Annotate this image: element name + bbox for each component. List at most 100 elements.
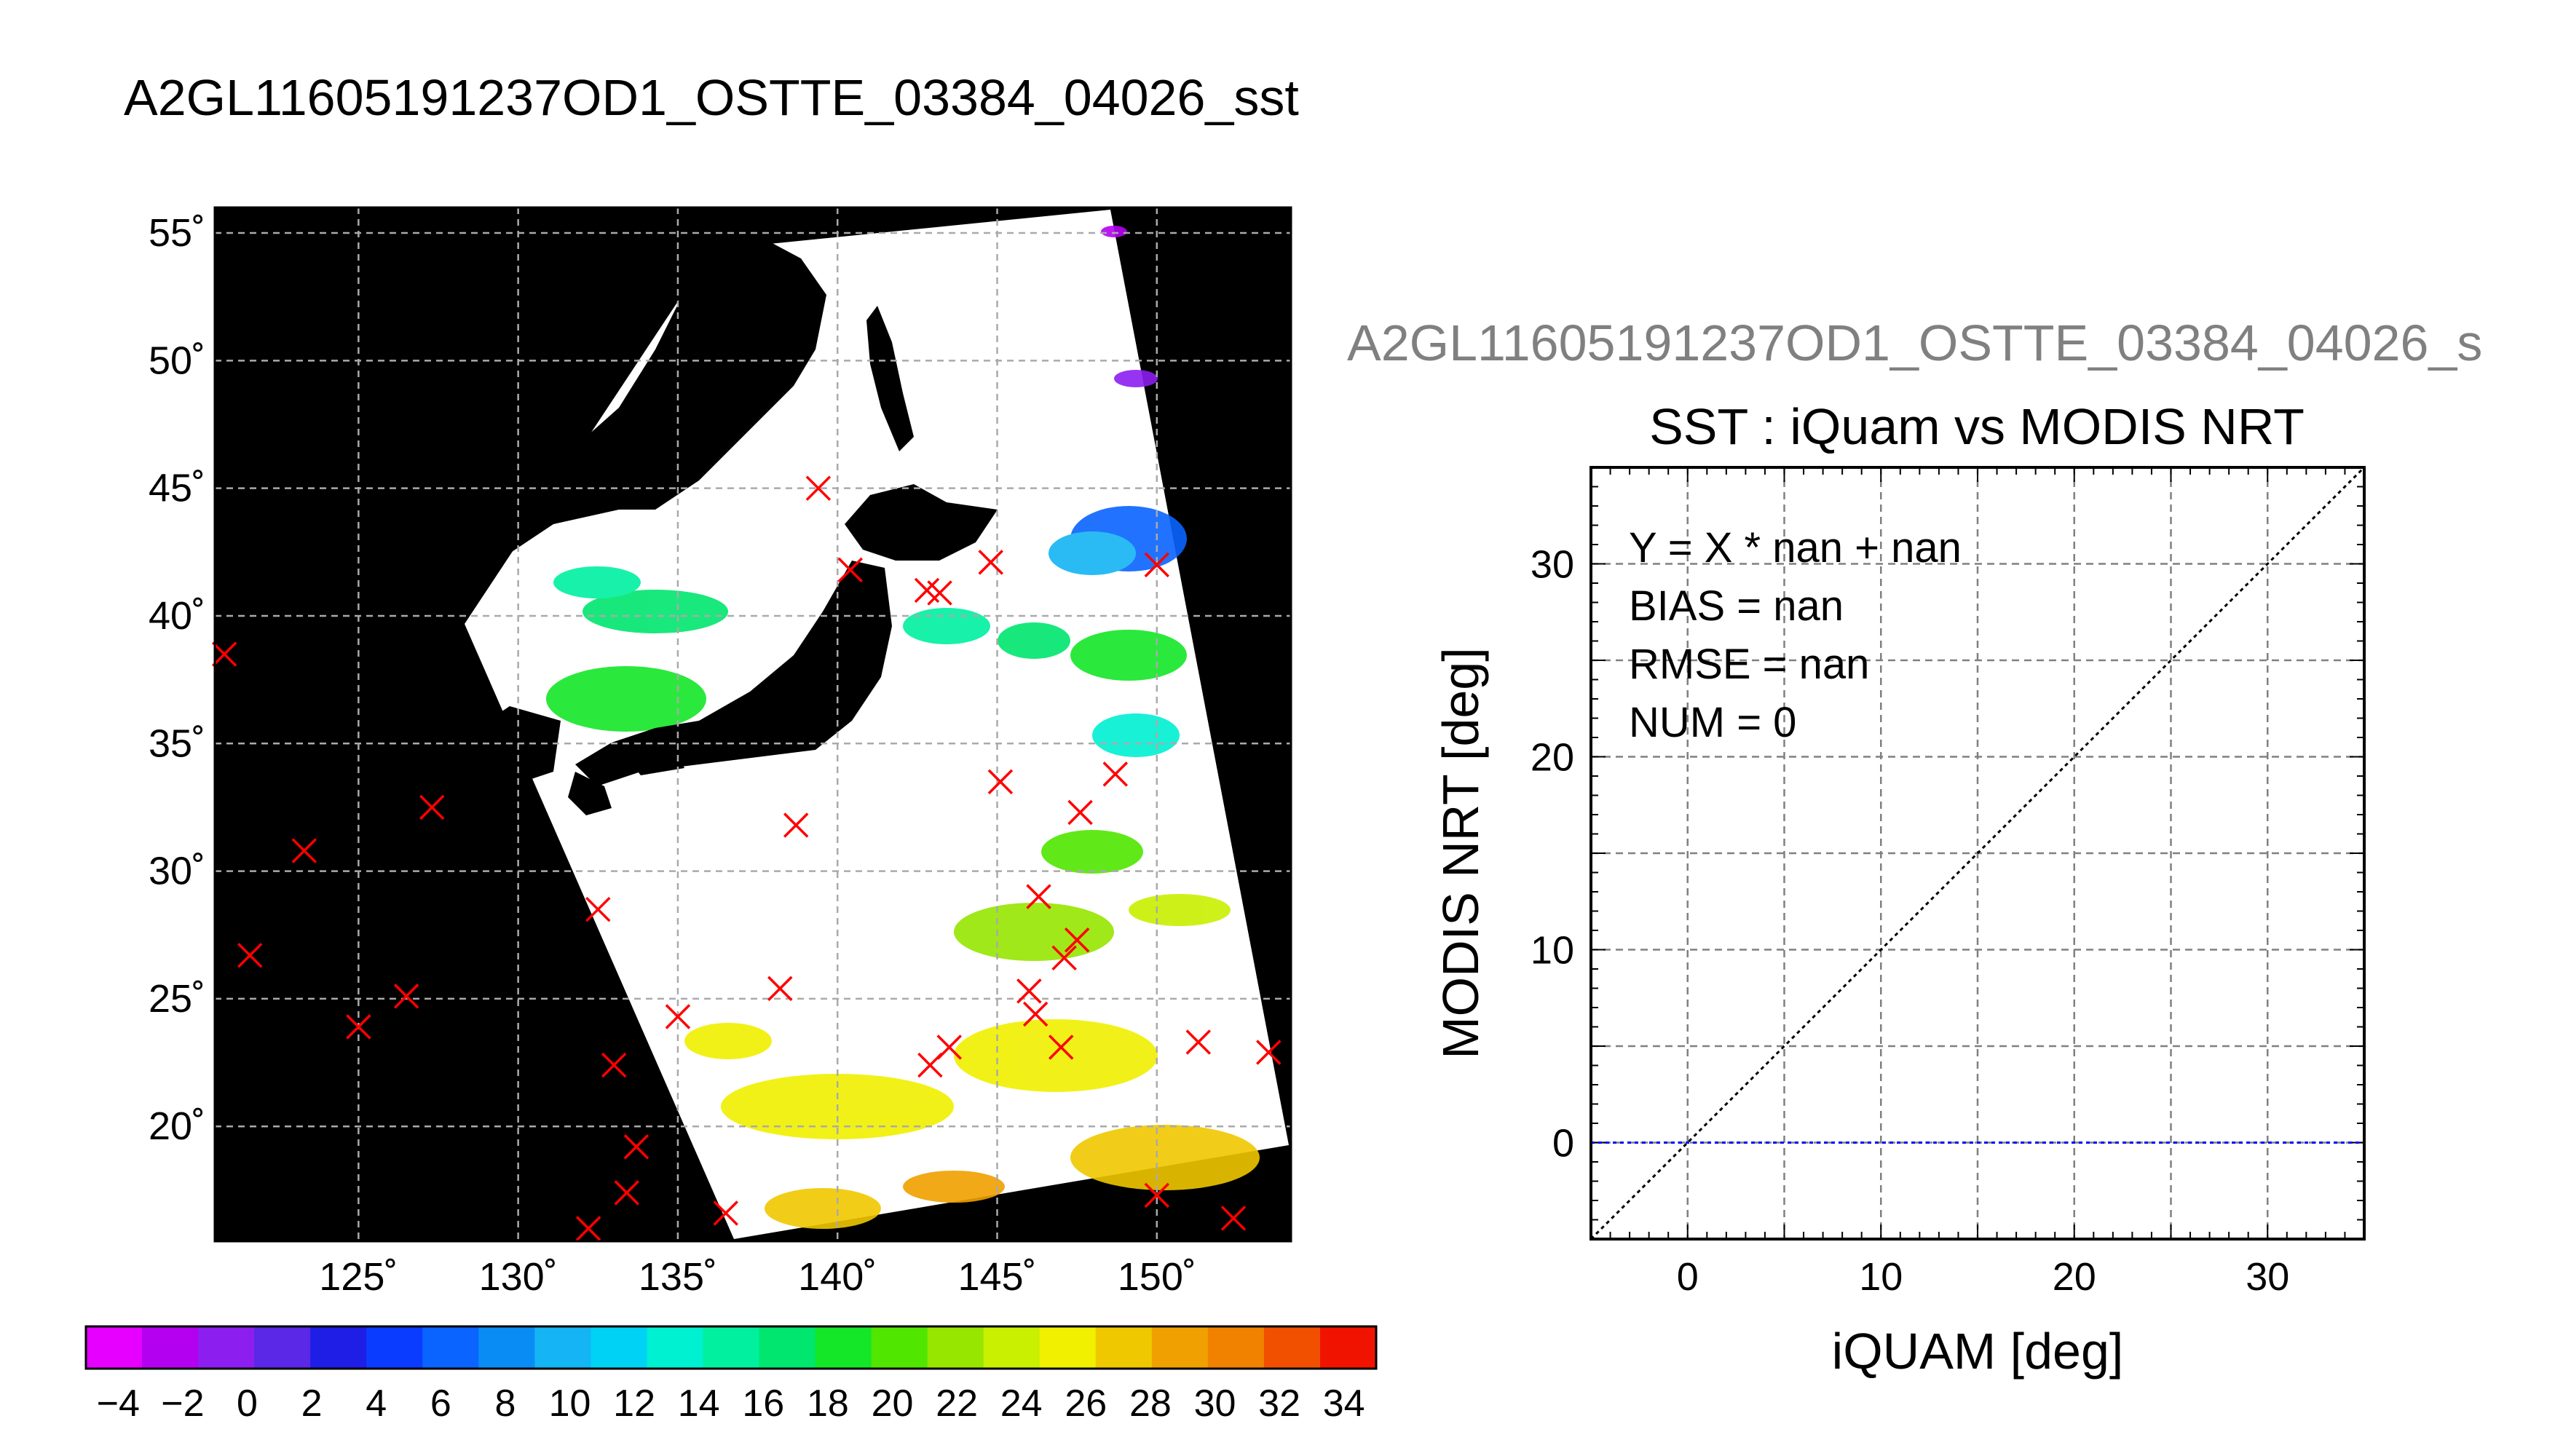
sst-patch [1041,830,1143,874]
sst-field [546,226,1260,1229]
sst-patch [765,1188,881,1229]
map-marker-stroke [1051,945,1077,971]
map-marker [291,838,317,863]
landmass-shikoku [626,753,684,775]
map-marker [1144,552,1170,578]
map-marker [419,794,445,820]
map-y-tick-label: 35˚ [149,721,205,765]
scatter-y-tick-label: 10 [1531,929,1574,973]
colorbar: −4 −2 0 2 4 6 8 10 12 14 16 18 20 22 24 26 28 30 32 34 [84,1325,1378,1425]
landmass-sakhalin [866,306,914,451]
sst-patch [954,1019,1158,1092]
scatter-y-tick-label: 20 [1531,736,1574,780]
map-marker-stroke [805,475,832,501]
sst-patch [1070,1125,1260,1190]
colorbar-cell [534,1326,591,1369]
map-x-tick-label: 125˚ [319,1255,398,1299]
map-marker-stroke [614,1180,640,1206]
one-to-one-line [1590,466,2366,1241]
map-y-tick-label: 20˚ [149,1104,205,1148]
stat-fit: Y = X * nan + nan [1629,524,1962,571]
map-marker [601,1052,627,1078]
map-marker [1144,1182,1170,1208]
sst-patch [684,1023,772,1059]
map-marker [211,641,237,667]
map-y-tick-labels: 20˚ 25˚ 30˚ 35˚ 40˚ 45˚ 50˚ 55˚ [149,211,205,1148]
sst-patch [1114,370,1158,387]
colorbar-tick-label: 26 [1065,1382,1107,1425]
map-marker-stroke [1185,1029,1212,1055]
scatter-y-tick-label: 30 [1531,543,1574,587]
scatter-subtitle: A2GL11605191237OD1_OSTTE_03384_04026_s [1347,314,2482,371]
sst-patch [954,903,1114,961]
scatter-x-tick-label: 30 [2246,1255,2289,1299]
map-marker [1102,761,1129,787]
colorbar-cell [1095,1326,1153,1369]
sst-patch [1092,713,1180,757]
colorbar-tick-label: 16 [742,1382,784,1425]
scatter-y-axis-label: MODIS NRT [deg] [1432,647,1489,1059]
map-grid [215,207,1291,1241]
map-marker [1064,927,1090,953]
colorbar-cell [478,1326,535,1369]
colorbar-cell [1207,1326,1265,1369]
map-marker [1026,884,1051,909]
colorbar-tick-label: −2 [161,1382,204,1425]
map-markers [211,475,1282,1241]
map-marker [614,1180,640,1206]
landmass-kyushu [568,772,612,815]
map-y-tick-label: 30˚ [149,850,205,893]
map-marker-stroke [291,838,317,863]
map-x-tick-label: 130˚ [479,1255,558,1299]
colorbar-cell [86,1326,143,1369]
colorbar-cell [198,1326,255,1369]
map-marker-stroke [1144,1182,1170,1208]
map-marker [767,976,793,1002]
map-marker-stroke [665,1004,691,1029]
colorbar-cell [871,1326,928,1369]
colorbar-frame [84,1325,1378,1370]
landmass-asia [466,235,826,575]
map-marker [987,769,1014,795]
sst-patch [583,590,728,633]
scatter-title: SST : iQuam vs MODIS NRT [1649,398,2305,455]
map-marker-stroke [927,580,952,606]
map-marker [665,1004,691,1029]
map-marker-stroke [713,1200,738,1226]
landmass-honshu [575,561,892,786]
colorbar-cell [1151,1326,1209,1369]
map-marker [1048,1034,1074,1060]
colorbar-tick-label: 4 [366,1382,387,1425]
sst-patch [1070,630,1187,681]
sst-patch [1129,894,1231,926]
sst-patch [1101,226,1127,237]
map-marker [927,580,952,606]
map-marker-stroke [393,984,419,1009]
colorbar-cell [310,1326,367,1369]
colorbar-cell [983,1326,1040,1369]
map-marker-stroke [419,794,445,820]
map-marker-stroke [211,641,237,667]
colorbar-cell [647,1326,703,1369]
map-marker [713,1200,738,1226]
colorbar-tick-label: 8 [494,1382,516,1425]
map-marker-stroke [1067,799,1093,826]
colorbar-cell [366,1326,423,1369]
map-y-tick-label: 40˚ [149,594,205,638]
map-marker-stroke [1220,1206,1247,1231]
map-marker [346,1014,371,1040]
sst-patch [903,608,990,644]
map-y-tick-label: 45˚ [149,467,205,510]
colorbar-cell [703,1326,760,1369]
map-y-tick-label: 50˚ [149,339,205,382]
colorbar-tick-label: 2 [301,1382,323,1425]
colorbar-tick-label: 30 [1194,1382,1236,1425]
stat-rmse: RMSE = nan [1629,641,1869,688]
map-y-tick-label: 55˚ [149,211,205,255]
map-marker [623,1134,649,1160]
map-marker [585,896,611,922]
map-marker [805,475,832,501]
colorbar-cell [815,1326,872,1369]
map-marker-stroke [837,557,864,583]
colorbar-tick-label: 20 [872,1382,914,1425]
